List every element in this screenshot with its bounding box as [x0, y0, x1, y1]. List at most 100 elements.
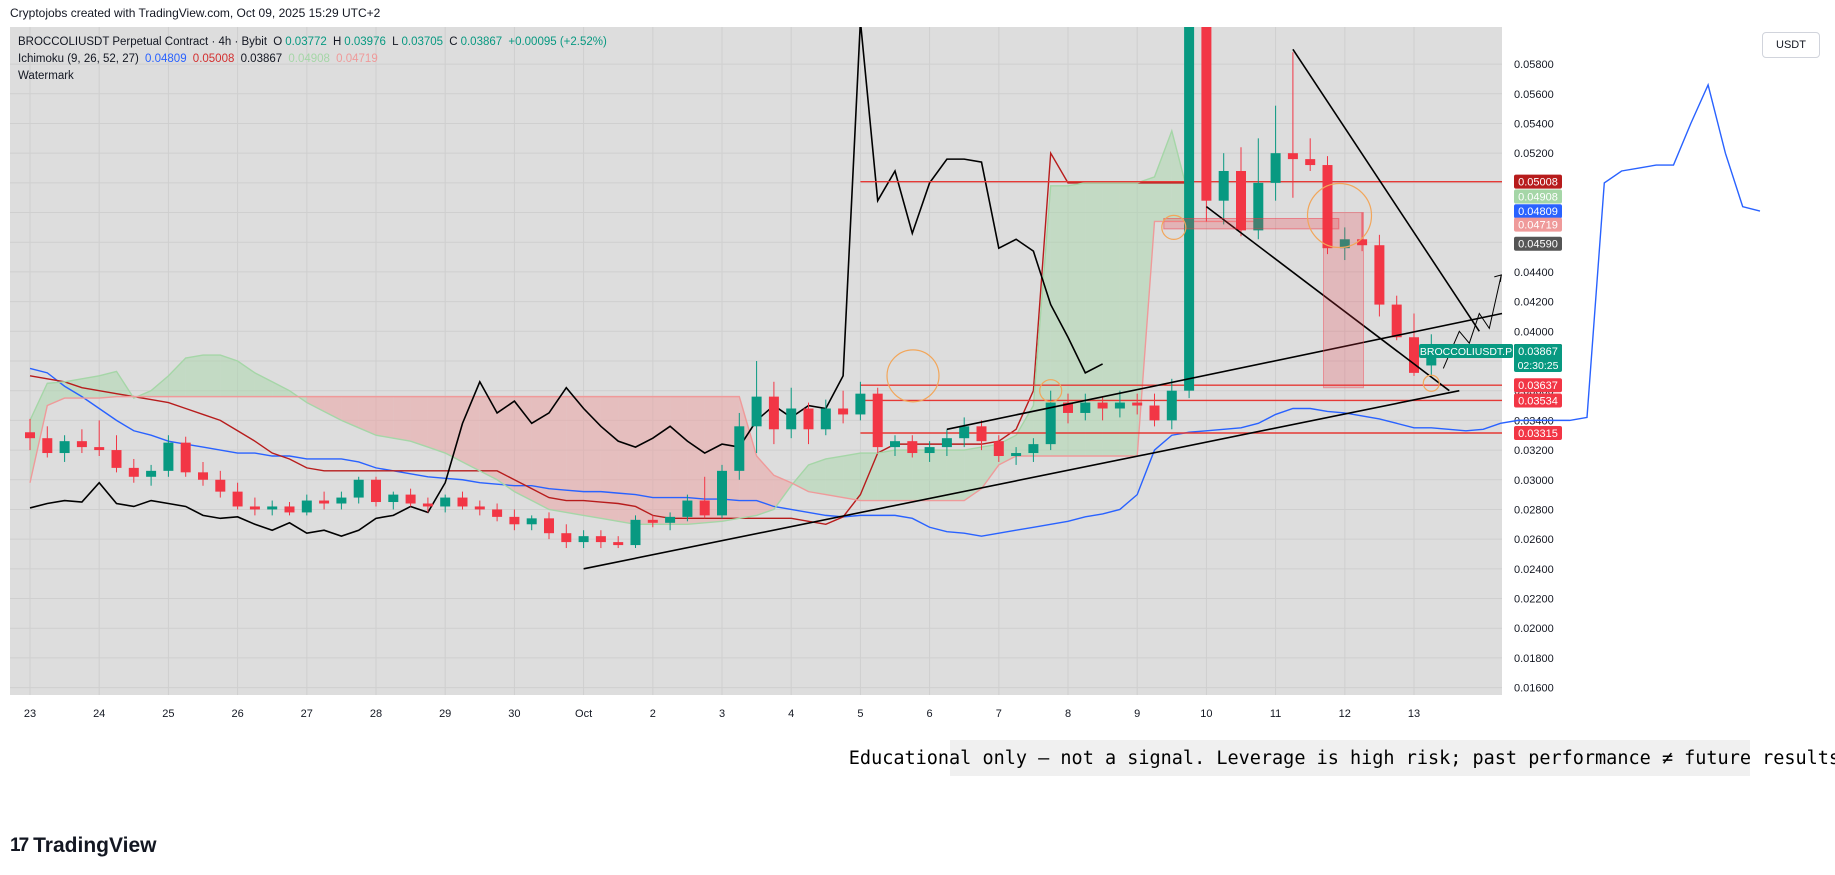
- ichimoku-cloud-segment: [877, 450, 895, 501]
- candle-body: [959, 426, 970, 439]
- ichimoku-cloud-segment: [773, 475, 792, 510]
- price-label-text: 0.03315: [1518, 428, 1558, 440]
- resistance-zone-box: [1163, 217, 1340, 230]
- y-tick-label: 0.02800: [1514, 504, 1554, 516]
- price-label-text: 0.04809: [1518, 206, 1558, 218]
- chart-area[interactable]: 0.058000.056000.054000.052000.050000.048…: [10, 27, 1825, 815]
- y-tick-label: 0.01600: [1514, 683, 1554, 695]
- price-chart[interactable]: 0.058000.056000.054000.052000.050000.048…: [10, 27, 1825, 815]
- ichimoku-cloud-segment: [946, 450, 965, 501]
- candle-body: [1236, 170, 1246, 231]
- ichimoku-cloud-segment: [549, 396, 567, 513]
- candle-body: [249, 506, 260, 510]
- candle-body: [1305, 159, 1316, 166]
- ichimoku-span-b-value: 0.04719: [336, 53, 378, 65]
- y-tick-label: 0.02600: [1514, 534, 1554, 546]
- candle-body: [1201, 27, 1212, 201]
- tradingview-logo[interactable]: 17 TradingView: [10, 834, 156, 858]
- ichimoku-cloud-segment: [254, 372, 273, 397]
- x-tick-label: 5: [857, 708, 863, 720]
- candle-body: [595, 536, 606, 543]
- candle-body: [1063, 402, 1073, 413]
- trendline-support: [583, 389, 1460, 570]
- ichimoku-cloud-segment: [1102, 182, 1120, 457]
- candle-body: [907, 441, 918, 454]
- highlight-circle: [1306, 182, 1373, 249]
- price-label-box: [1514, 425, 1562, 440]
- candle-body: [1097, 402, 1108, 409]
- highlight-circle: [1039, 379, 1063, 403]
- candle-body: [388, 494, 399, 503]
- candle-body: [803, 408, 814, 430]
- y-tick-label: 0.04000: [1514, 326, 1554, 338]
- currency-button[interactable]: USDT: [1762, 32, 1820, 58]
- ichimoku-cloud-segment: [1119, 182, 1138, 457]
- legend-open: 0.03772: [285, 36, 327, 48]
- ichimoku-cloud-segment: [497, 396, 515, 492]
- tradingview-brand: TradingView: [33, 834, 157, 857]
- ichimoku-cloud-segment: [1154, 130, 1172, 222]
- x-tick-label: 13: [1408, 708, 1420, 720]
- x-tick-label: Oct: [575, 708, 592, 720]
- ichimoku-cloud-segment: [895, 450, 913, 501]
- candle-body: [1391, 304, 1402, 338]
- ichimoku-tenkan-line: [29, 82, 1761, 537]
- legend-c-label: C: [449, 36, 458, 48]
- y-tick-label: 0.05600: [1514, 89, 1554, 101]
- price-label-text: 0.05008: [1518, 177, 1558, 189]
- candle-body: [163, 442, 174, 471]
- candle-body: [993, 441, 1004, 457]
- y-tick-label: 0.04200: [1514, 297, 1554, 309]
- candle-body: [457, 497, 468, 507]
- candle-body: [1357, 239, 1368, 246]
- legend-high: 0.03976: [344, 36, 386, 48]
- ichimoku-chikou-value: 0.03867: [240, 53, 283, 65]
- candle-body: [1218, 170, 1229, 201]
- x-tick-label: 25: [162, 708, 174, 720]
- ichimoku-cloud-segment: [964, 447, 982, 501]
- x-tick-label: 10: [1200, 708, 1212, 720]
- highlight-circle: [886, 349, 940, 403]
- y-tick-label: 0.02000: [1514, 623, 1554, 635]
- ichimoku-cloud-segment: [843, 453, 861, 501]
- price-label-text: 0.04908: [1518, 192, 1558, 204]
- price-label-text: 0.03534: [1518, 395, 1558, 407]
- price-label-box: [1514, 217, 1562, 232]
- candle-body: [1322, 165, 1333, 249]
- chart-legend: BROCCOLIUSDT Perpetual Contract · 4h · B…: [18, 34, 610, 85]
- candle-body: [855, 393, 866, 415]
- ichimoku-cloud-segment: [1016, 405, 1034, 457]
- candle-body: [924, 447, 935, 454]
- price-label-box: [1514, 393, 1562, 408]
- ichimoku-cloud-segment: [427, 396, 446, 454]
- ichimoku-cloud-segment: [393, 396, 411, 442]
- candle-body: [682, 500, 693, 517]
- trendline-support-2: [946, 312, 1503, 431]
- candle-body: [976, 426, 987, 442]
- candle-body: [76, 441, 87, 448]
- candle-body: [215, 479, 226, 492]
- ichimoku-cloud-segment: [912, 450, 930, 501]
- candle-body: [1409, 337, 1419, 373]
- y-tick-label: 0.02200: [1514, 594, 1554, 606]
- candle-body: [1149, 405, 1160, 421]
- y-tick-label: 0.05800: [1514, 59, 1554, 71]
- candle-body: [94, 447, 105, 451]
- ichimoku-cloud-segment: [1068, 182, 1086, 457]
- candle-body: [786, 408, 797, 430]
- ichimoku-kijun-value: 0.05008: [192, 53, 235, 65]
- y-tick-label: 0.03000: [1514, 475, 1554, 487]
- x-tick-label: 24: [93, 708, 105, 720]
- y-tick-label: 0.02400: [1514, 564, 1554, 576]
- candle-body: [1287, 153, 1298, 160]
- price-label-text: 0.03637: [1518, 380, 1558, 392]
- candle-body: [768, 396, 779, 430]
- trendline-resistance: [1292, 48, 1480, 332]
- candle-body: [198, 472, 208, 480]
- ichimoku-cloud-segment: [531, 396, 549, 510]
- ichimoku-cloud-segment: [514, 396, 532, 501]
- ichimoku-cloud-segment: [825, 456, 844, 498]
- candle-body: [232, 491, 243, 507]
- candle-body: [613, 542, 624, 546]
- countdown-label-text: 02:30:25: [1518, 360, 1559, 372]
